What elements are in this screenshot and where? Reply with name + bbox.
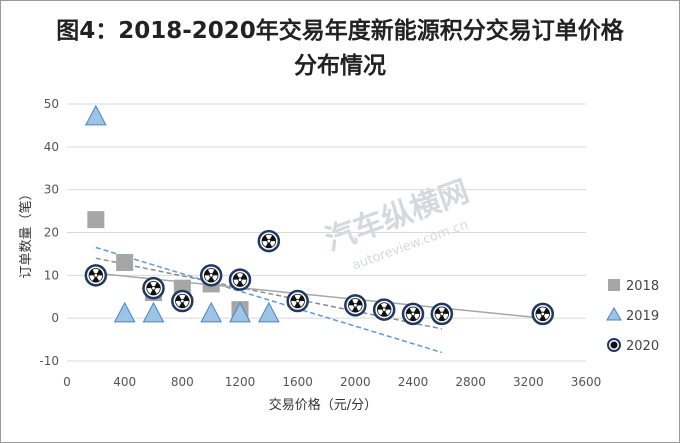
point-2019 [200,301,222,323]
chart-title-line-1: 图4：2018-2020年交易年度新能源积分交易订单价格 [56,18,624,44]
x-tick-label: 3600 [571,375,602,389]
point-2019 [142,301,165,323]
x-tick-label: 3200 [513,375,544,389]
grid [67,103,586,362]
y-tick-label: 0 [51,311,59,325]
point-2020 [401,302,425,326]
point-2020 [228,268,252,291]
x-tick-label: 1600 [282,375,313,389]
x-tick-label: 2400 [398,375,429,389]
trendline-2019 [95,246,443,354]
x-tick-label: 2000 [340,375,371,389]
chart-title-line-2: 分布情况 [294,53,386,79]
point-2020 [257,229,281,253]
legend-label: 2019 [626,309,659,324]
y-tick-label: 10 [44,268,59,282]
x-tick-label: 1200 [225,375,256,389]
point-2020 [286,289,309,313]
point-2020 [430,302,454,326]
point-2020 [142,276,165,300]
x-tick-label: 2800 [455,375,486,389]
watermark: 汽车纵横网 autoreview.com.cn [321,174,474,273]
y-tick-label: 20 [44,226,59,240]
point-2019 [229,301,251,323]
x-tick-label: 0 [63,375,71,389]
point-2020 [344,294,367,317]
trendlines [95,246,543,354]
point-2018 [87,211,105,229]
chart-title: 图4：2018-2020年交易年度新能源积分交易订单价格 分布情况 [0,14,680,84]
trendline-2018 [95,257,442,330]
legend: 2018 2019 2020 [606,279,659,354]
legend-swatch [608,279,620,291]
legend-item-2019: 2019 [606,307,659,324]
legend-label: 2020 [626,339,659,354]
y-axis-title: 订单数量（笔） [18,187,34,278]
x-tick-label: 400 [113,375,136,389]
y-tick-label: 50 [44,97,59,111]
y-tick-label: -10 [39,354,59,368]
data-points [84,104,554,326]
trendline-2020 [95,272,543,319]
point-2019 [85,104,107,126]
x-axis-title: 交易价格（元/分） [269,397,377,413]
y-tick-label: 40 [44,140,59,154]
legend-swatch [606,307,622,321]
x-tick-labels: 0 400 800 1200 1600 2000 2400 2800 3200 3600 [63,375,601,389]
point-2019 [113,301,136,323]
point-2020 [84,264,108,287]
point-2020 [199,264,223,287]
point-2020 [531,302,554,326]
point-2019 [258,301,280,323]
y-tick-label: 30 [44,183,59,197]
legend-item-2018: 2018 [608,279,659,294]
x-tick-label: 800 [171,375,194,389]
legend-item-2020: 2020 [607,338,659,354]
point-2020 [171,289,194,313]
point-2018 [116,253,134,271]
point-2020 [372,298,396,321]
y-tick-labels: -10 0 10 20 30 40 50 [39,97,59,368]
legend-label: 2018 [626,279,659,294]
